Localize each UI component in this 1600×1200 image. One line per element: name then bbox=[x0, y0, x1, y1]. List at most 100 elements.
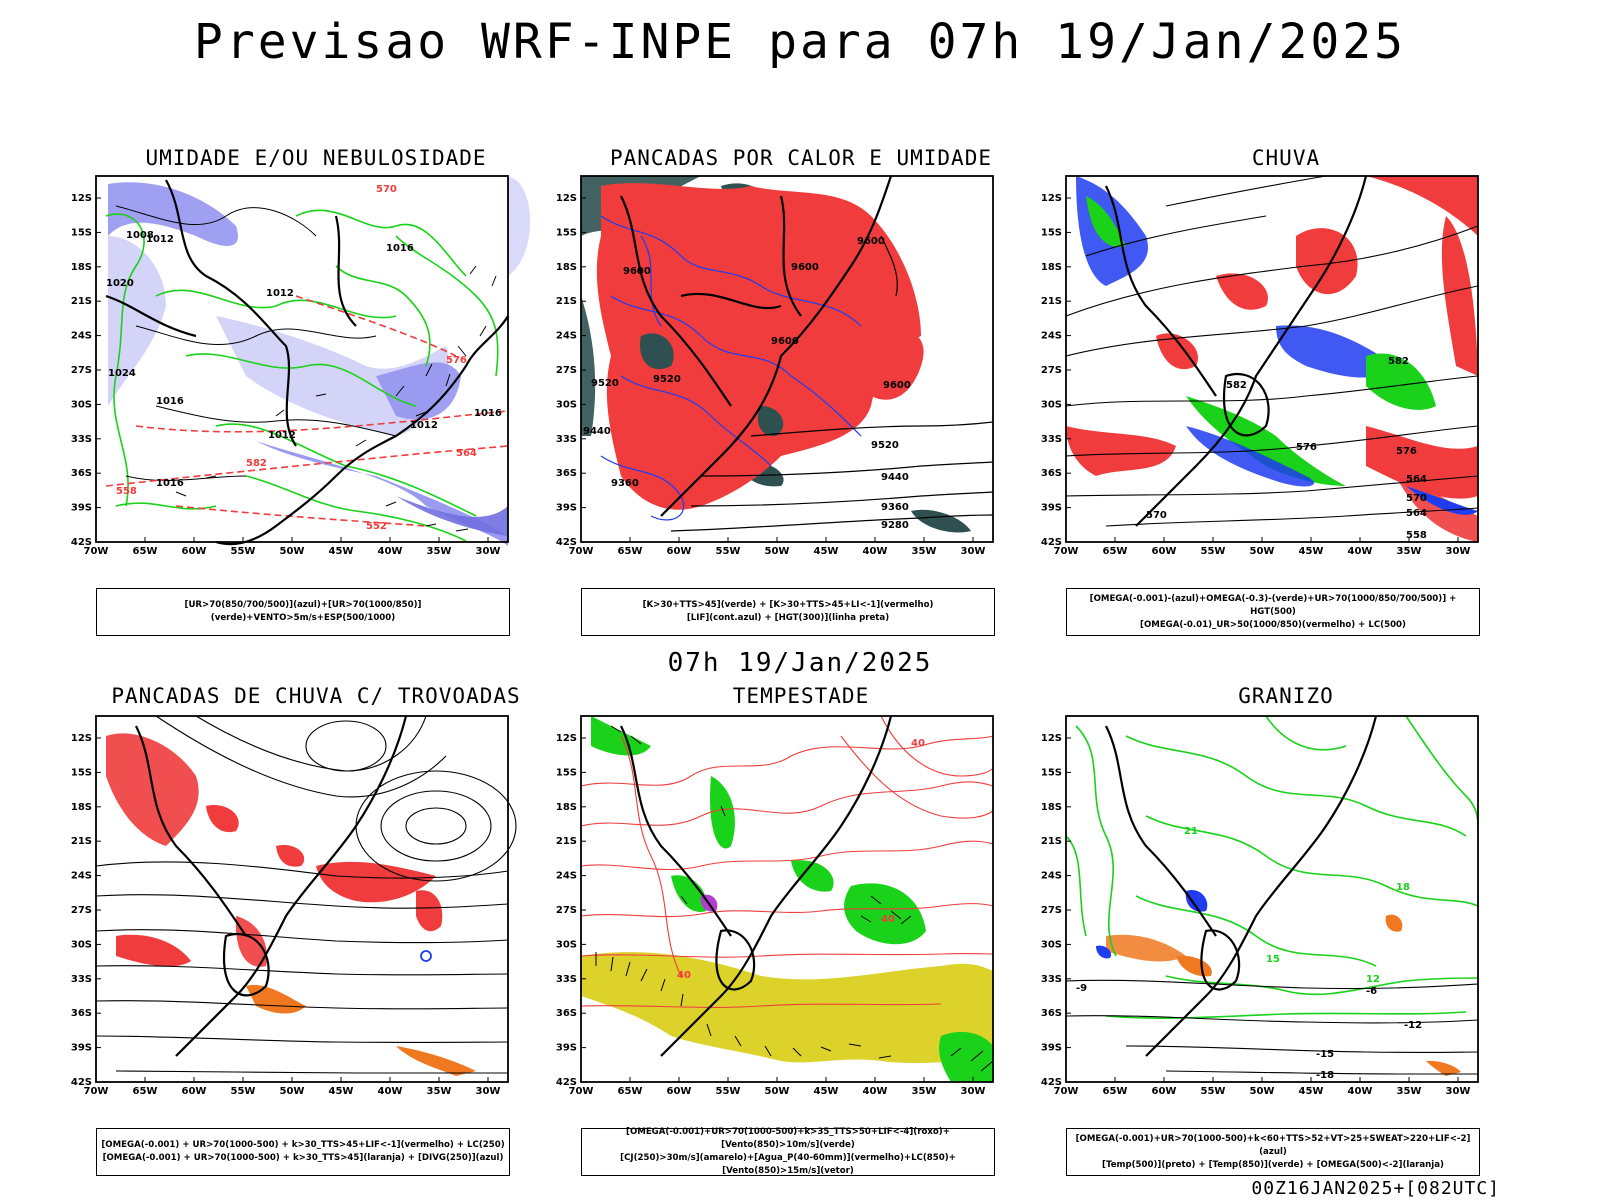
lat-tick-label: 36S bbox=[556, 468, 577, 479]
panel-legend: [OMEGA(-0.001)+UR>70(1000-500)+k<60+TTS>… bbox=[1066, 1128, 1480, 1176]
svg-text:9600: 9600 bbox=[791, 262, 819, 273]
svg-text:1024: 1024 bbox=[108, 368, 136, 379]
svg-text:570: 570 bbox=[1406, 493, 1427, 504]
lon-tick-label: 65W bbox=[133, 546, 158, 557]
panel-pancadas-calor: PANCADAS POR CALOR E UMIDADE bbox=[551, 146, 1051, 636]
lon-tick-label: 65W bbox=[618, 1086, 643, 1097]
lat-tick-label: 42S bbox=[1041, 1077, 1062, 1088]
lat-tick-label: 30S bbox=[1041, 939, 1062, 950]
lat-tick-label: 39S bbox=[556, 503, 577, 514]
svg-text:576: 576 bbox=[446, 355, 467, 366]
contour-value-labels: 21 18 15 12 -6 -9 -12 -15 -18 bbox=[1076, 826, 1422, 1081]
lat-tick-label: 18S bbox=[71, 802, 92, 813]
lat-tick-label: 24S bbox=[1041, 871, 1062, 882]
coastline-borders bbox=[620, 715, 893, 1057]
lat-tick-label: 42S bbox=[1041, 537, 1062, 548]
hail-shading bbox=[1096, 890, 1461, 1076]
panel-chuva: CHUVA bbox=[1036, 146, 1536, 636]
lat-tick-label: 21S bbox=[556, 836, 577, 847]
pressure-black-contours bbox=[115, 205, 397, 481]
map-frame bbox=[95, 715, 509, 1083]
map-frame bbox=[580, 175, 994, 543]
svg-text:9360: 9360 bbox=[611, 478, 639, 489]
lon-tick-label: 30W bbox=[476, 1086, 501, 1097]
lon-tick-label: 35W bbox=[1397, 546, 1422, 557]
svg-text:-12: -12 bbox=[1404, 1020, 1422, 1031]
panel-legend: [OMEGA(-0.001) + UR>70(1000-500) + k>30_… bbox=[96, 1128, 510, 1176]
svg-text:9600: 9600 bbox=[623, 266, 651, 277]
svg-text:9440: 9440 bbox=[881, 472, 909, 483]
lat-tick-label: 18S bbox=[1041, 262, 1062, 273]
svg-text:40: 40 bbox=[911, 738, 925, 749]
lon-tick-label: 55W bbox=[231, 1086, 256, 1097]
lat-tick-label: 15S bbox=[1041, 767, 1062, 778]
lat-tick-label: 39S bbox=[1041, 1043, 1062, 1054]
lon-tick-label: 55W bbox=[716, 1086, 741, 1097]
panel-legend: [UR>70(850/700/500)](azul)+[UR>70(1000/8… bbox=[96, 588, 510, 636]
svg-text:21: 21 bbox=[1184, 826, 1198, 837]
lat-tick-label: 24S bbox=[71, 331, 92, 342]
lon-tick-label: 65W bbox=[618, 546, 643, 557]
svg-text:1012: 1012 bbox=[266, 288, 294, 299]
lat-tick-label: 15S bbox=[71, 767, 92, 778]
svg-text:9520: 9520 bbox=[653, 374, 681, 385]
lat-tick-label: 15S bbox=[71, 227, 92, 238]
lat-tick-label: 27S bbox=[556, 905, 577, 916]
lat-tick-label: 33S bbox=[556, 434, 577, 445]
lon-tick-label: 40W bbox=[1348, 546, 1373, 557]
svg-text:9600: 9600 bbox=[883, 380, 911, 391]
legend-line: [OMEGA(-0.001)+UR>70(1000-500)+k>35_TTS>… bbox=[626, 1127, 950, 1150]
svg-text:9600: 9600 bbox=[857, 236, 885, 247]
map-frame bbox=[1065, 715, 1479, 1083]
contour-value-labels: 1012 1008 1016 1020 1024 1012 1016 1012 … bbox=[106, 184, 502, 532]
lat-tick-label: 42S bbox=[71, 1077, 92, 1088]
lon-tick-label: 60W bbox=[182, 546, 207, 557]
lat-tick-label: 21S bbox=[71, 296, 92, 307]
lat-tick-label: 27S bbox=[556, 365, 577, 376]
legend-line: [UR>70(850/700/500)](azul)+[UR>70(1000/8… bbox=[184, 600, 422, 623]
svg-text:1016: 1016 bbox=[474, 408, 502, 419]
lon-tick-label: 70W bbox=[84, 1086, 109, 1097]
temp500-black-contours bbox=[1065, 979, 1479, 1075]
lon-tick-label: 30W bbox=[476, 546, 501, 557]
svg-text:1016: 1016 bbox=[156, 478, 184, 489]
lat-tick-label: 24S bbox=[556, 331, 577, 342]
lat-tick-label: 27S bbox=[1041, 365, 1062, 376]
lon-tick-label: 60W bbox=[667, 1086, 692, 1097]
lat-tick-label: 12S bbox=[556, 733, 577, 744]
contour-value-labels: 582 582 576 576 570 570 564 564 558 bbox=[1146, 356, 1427, 541]
wind-vectors bbox=[595, 725, 994, 1072]
lon-tick-label: 60W bbox=[182, 1086, 207, 1097]
svg-text:12: 12 bbox=[1366, 974, 1380, 985]
svg-text:-15: -15 bbox=[1316, 1049, 1334, 1060]
lat-tick-label: 33S bbox=[1041, 434, 1062, 445]
legend-line: [OMEGA(-0.001)-(azul)+OMEGA(-0.3)-(verde… bbox=[1089, 593, 1457, 617]
streamlines bbox=[95, 715, 517, 1074]
svg-text:9440: 9440 bbox=[583, 426, 611, 437]
lon-tick-label: 30W bbox=[1446, 1086, 1471, 1097]
svg-text:9520: 9520 bbox=[591, 378, 619, 389]
panel-tempestade: TEMPESTADE bbox=[551, 684, 1051, 1176]
legend-line: [OMEGA(-0.001) + UR>70(1000-500) + k>30_… bbox=[102, 1153, 504, 1163]
map-pancadas-calor: 9600 9600 9600 9600 9600 9520 9520 9520 … bbox=[556, 175, 994, 557]
lat-tick-label: 36S bbox=[556, 1008, 577, 1019]
lat-tick-label: 18S bbox=[71, 262, 92, 273]
svg-text:564: 564 bbox=[456, 448, 477, 459]
lon-tick-label: 35W bbox=[912, 546, 937, 557]
legend-line: [LIF](cont.azul) + [HGT(300)](linha pret… bbox=[686, 613, 890, 623]
lon-tick-label: 70W bbox=[569, 546, 594, 557]
lon-tick-label: 70W bbox=[1054, 1086, 1079, 1097]
panel-title: GRANIZO bbox=[1238, 684, 1334, 708]
svg-text:582: 582 bbox=[246, 458, 267, 469]
mid-date-label: 07h 19/Jan/2025 bbox=[667, 648, 933, 678]
lat-tick-label: 21S bbox=[71, 836, 92, 847]
height-black-contours bbox=[670, 235, 994, 532]
lat-tick-label: 21S bbox=[1041, 836, 1062, 847]
lat-tick-label: 42S bbox=[556, 537, 577, 548]
svg-text:576: 576 bbox=[1396, 446, 1417, 457]
map-chuva: 582 582 576 576 570 570 564 564 558 12S1… bbox=[1041, 175, 1479, 557]
